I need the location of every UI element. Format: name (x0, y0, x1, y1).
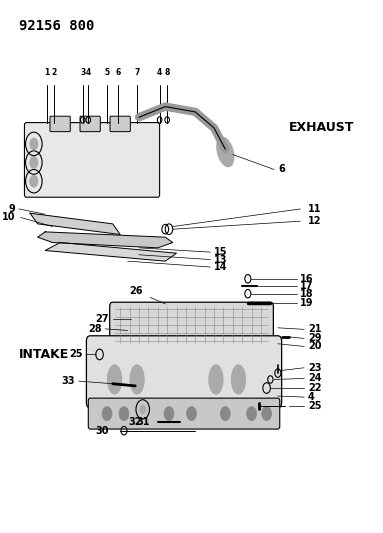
Text: 15: 15 (214, 247, 228, 257)
Text: 3: 3 (80, 68, 85, 77)
Text: 11: 11 (308, 204, 321, 214)
Text: 6: 6 (278, 165, 285, 174)
Text: 29: 29 (308, 334, 321, 343)
Text: 2: 2 (52, 68, 57, 77)
Text: 13: 13 (214, 255, 228, 264)
Ellipse shape (217, 137, 234, 167)
Text: 26: 26 (129, 286, 143, 296)
Text: 4: 4 (157, 68, 162, 77)
Ellipse shape (231, 365, 246, 394)
Polygon shape (30, 213, 120, 235)
Text: 16: 16 (300, 274, 314, 284)
Text: 23: 23 (308, 363, 321, 373)
Circle shape (187, 407, 196, 421)
Circle shape (29, 138, 38, 150)
Text: 30: 30 (95, 426, 109, 435)
Text: 7: 7 (134, 68, 140, 77)
Text: 24: 24 (308, 374, 321, 383)
Text: 92156 800: 92156 800 (19, 19, 94, 33)
FancyBboxPatch shape (80, 116, 100, 132)
Text: 6: 6 (116, 68, 121, 77)
Ellipse shape (107, 365, 122, 394)
FancyBboxPatch shape (110, 302, 273, 348)
Text: 21: 21 (308, 325, 321, 334)
Circle shape (247, 407, 257, 421)
Text: 1: 1 (44, 68, 50, 77)
FancyBboxPatch shape (110, 116, 130, 132)
Ellipse shape (130, 365, 144, 394)
Circle shape (221, 407, 230, 421)
Text: 22: 22 (308, 383, 321, 393)
Circle shape (139, 405, 146, 414)
Text: EXHAUST: EXHAUST (289, 122, 355, 134)
Circle shape (262, 407, 272, 421)
Circle shape (119, 407, 129, 421)
FancyBboxPatch shape (88, 398, 280, 429)
FancyBboxPatch shape (25, 123, 160, 197)
Text: 25: 25 (69, 350, 83, 359)
Text: 27: 27 (95, 314, 109, 324)
Text: 5: 5 (105, 68, 110, 77)
Text: 4: 4 (308, 392, 315, 402)
Text: 32: 32 (128, 417, 142, 427)
FancyBboxPatch shape (87, 336, 282, 408)
Circle shape (102, 407, 112, 421)
Text: 12: 12 (308, 216, 321, 226)
Circle shape (164, 407, 174, 421)
Text: 18: 18 (300, 289, 314, 298)
Text: 8: 8 (164, 68, 170, 77)
Text: 20: 20 (308, 342, 321, 351)
Text: 19: 19 (300, 298, 314, 308)
Text: 28: 28 (88, 324, 101, 334)
Text: 4: 4 (86, 68, 91, 77)
Text: 25: 25 (308, 401, 321, 411)
Text: 31: 31 (137, 417, 150, 427)
Text: 14: 14 (214, 262, 228, 272)
Polygon shape (38, 232, 173, 248)
Polygon shape (45, 243, 177, 261)
Text: 10: 10 (2, 213, 15, 222)
Circle shape (29, 156, 38, 169)
Text: 17: 17 (300, 281, 314, 291)
FancyBboxPatch shape (50, 116, 70, 132)
Text: 33: 33 (62, 376, 75, 386)
Circle shape (29, 175, 38, 188)
Text: 9: 9 (8, 204, 15, 214)
Ellipse shape (209, 365, 223, 394)
Text: INTAKE: INTAKE (19, 348, 69, 361)
